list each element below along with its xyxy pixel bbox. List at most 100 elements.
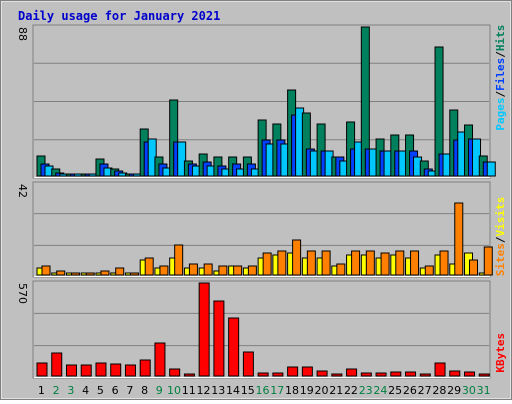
bar-sites-day-14	[233, 265, 243, 276]
bar-sites-day-30	[469, 259, 479, 276]
bar-sites-day-13	[218, 265, 228, 276]
day-label-16: 16	[256, 384, 270, 397]
day-label-29: 29	[447, 384, 461, 397]
day-label-21: 21	[329, 384, 343, 397]
bar-kbytes-day-22	[346, 368, 358, 377]
day-label-24: 24	[373, 384, 387, 397]
bar-sites-day-6	[115, 267, 125, 276]
day-label-6: 6	[112, 384, 119, 397]
day-label-11: 11	[182, 384, 196, 397]
legend-entry: Visits	[494, 197, 507, 237]
day-label-5: 5	[97, 384, 104, 397]
day-label-26: 26	[403, 384, 417, 397]
bar-kbytes-day-1	[36, 362, 48, 377]
day-label-20: 20	[314, 384, 328, 397]
bar-kbytes-day-14	[228, 317, 240, 377]
bar-sites-day-20	[321, 250, 331, 276]
day-label-2: 2	[53, 384, 60, 397]
bar-pages-day-31	[486, 161, 496, 177]
day-label-22: 22	[344, 384, 358, 397]
bar-sites-day-31	[483, 246, 493, 276]
bar-kbytes-day-15	[242, 351, 254, 377]
bar-kbytes-day-20	[316, 370, 328, 377]
legend-entry: /	[494, 90, 507, 97]
bar-pages-day-10	[177, 141, 187, 177]
max-label-kbytes: 570	[16, 283, 29, 304]
legend-entry: Hits	[494, 25, 507, 52]
bar-sites-day-25	[395, 250, 405, 276]
bar-sites-day-28	[439, 250, 449, 276]
bar-sites-day-19	[306, 250, 316, 276]
bar-kbytes-day-23	[360, 372, 372, 377]
bar-kbytes-day-9	[154, 342, 166, 377]
bar-kbytes-day-11	[183, 373, 195, 377]
legend-entry: Sites	[494, 243, 507, 276]
legend-entry: /	[494, 51, 507, 58]
day-label-15: 15	[241, 384, 255, 397]
bar-kbytes-day-17	[272, 372, 284, 377]
bar-kbytes-day-13	[213, 300, 225, 377]
day-label-1: 1	[38, 384, 45, 397]
day-label-23: 23	[359, 384, 373, 397]
bar-sites-day-2	[56, 270, 66, 276]
bar-kbytes-day-30	[464, 371, 476, 377]
bar-kbytes-day-16	[257, 372, 269, 377]
bar-sites-day-17	[277, 250, 287, 276]
bar-kbytes-day-21	[331, 373, 343, 377]
max-value-labels: 88 42 570	[16, 27, 29, 304]
day-label-3: 3	[67, 384, 74, 397]
bar-sites-day-27	[424, 265, 434, 276]
legend-entry: Pages	[494, 97, 507, 130]
day-label-10: 10	[167, 384, 181, 397]
day-label-30: 30	[462, 384, 476, 397]
legend-entry: KBytes	[494, 333, 507, 373]
day-label-4: 4	[82, 384, 89, 397]
bar-sites-day-7	[129, 272, 139, 276]
bar-kbytes-day-29	[449, 370, 461, 377]
bar-sites-day-29	[454, 202, 464, 276]
bar-kbytes-day-6	[110, 363, 122, 377]
day-label-17: 17	[270, 384, 284, 397]
panel-kbytes	[32, 280, 491, 379]
bar-kbytes-day-18	[287, 366, 299, 377]
day-label-12: 12	[197, 384, 211, 397]
day-axis-labels: 1 2 3 4 5 6 7 8 9 10 11 12 13 14 15 16 17 18 19 20 21 22 23 24 2…	[38, 384, 491, 397]
legend-kbytes: KBytes	[494, 333, 507, 373]
bar-kbytes-day-3	[65, 364, 77, 377]
bar-sites-day-4	[85, 272, 95, 276]
chart-bars	[36, 26, 496, 377]
bar-kbytes-day-24	[375, 372, 387, 377]
bar-kbytes-day-2	[51, 352, 63, 377]
day-label-14: 14	[226, 384, 240, 397]
max-label-visits-sites: 42	[16, 184, 29, 198]
legend-sites-visits: Sites/Visits	[494, 197, 507, 277]
bar-sites-day-26	[410, 250, 420, 276]
bar-sites-day-5	[100, 270, 110, 276]
day-label-19: 19	[300, 384, 314, 397]
bar-sites-day-15	[247, 265, 257, 276]
bar-kbytes-day-8	[139, 359, 151, 377]
max-label-hits-files-pages: 88	[16, 27, 29, 41]
bar-kbytes-day-25	[390, 371, 402, 377]
bar-sites-day-18	[292, 239, 302, 276]
bar-sites-day-3	[70, 272, 80, 276]
bar-kbytes-day-7	[124, 364, 136, 377]
legend-entry: Files	[494, 58, 507, 91]
bar-kbytes-day-4	[80, 364, 92, 377]
day-label-7: 7	[126, 384, 133, 397]
legend-pages-files-hits: Pages/Files/Hits	[494, 25, 507, 131]
bar-sites-day-11	[188, 263, 198, 276]
day-label-18: 18	[285, 384, 299, 397]
bar-sites-day-24	[380, 252, 390, 276]
day-label-25: 25	[388, 384, 402, 397]
day-label-13: 13	[211, 384, 225, 397]
bar-sites-day-16	[262, 252, 272, 276]
day-label-27: 27	[418, 384, 432, 397]
bar-sites-day-23	[365, 250, 375, 276]
bar-sites-day-22	[351, 250, 361, 276]
panel-backgrounds	[32, 24, 491, 379]
bar-kbytes-day-28	[434, 362, 446, 377]
bar-kbytes-day-31	[478, 373, 490, 377]
